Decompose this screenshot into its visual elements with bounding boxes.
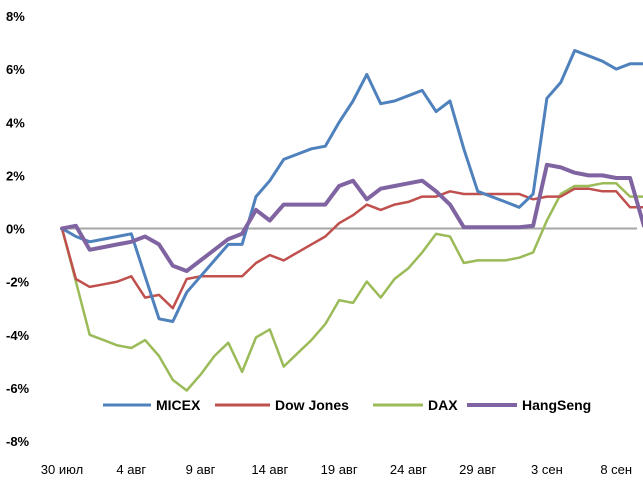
y-tick-label: -8% [6, 434, 30, 449]
x-tick-label: 8 сен [600, 462, 632, 477]
y-tick-label: 2% [6, 168, 25, 183]
x-tick-label: 30 июл [41, 462, 83, 477]
y-axis: 8% 6% 4% 2% 0% -2% -4% -6% -8% [6, 9, 30, 449]
series-line-dow-jones [60, 187, 643, 310]
y-tick-label: 8% [6, 9, 25, 24]
y-tick-label: 0% [6, 222, 25, 237]
legend-label-dax: DAX [428, 397, 458, 413]
series-line-hangseng [60, 162, 643, 273]
series-lines [60, 49, 643, 392]
y-tick-label: 6% [6, 62, 25, 77]
y-tick-label: 4% [6, 115, 25, 130]
x-tick-label: 14 авг [251, 462, 288, 477]
x-tick-label: 19 авг [321, 462, 358, 477]
series-line-micex [60, 49, 643, 323]
x-axis: 30 июл 4 авг 9 авг 14 авг 19 авг 24 авг 29 авг… [41, 462, 632, 477]
y-tick-label: -6% [6, 381, 30, 396]
x-tick-label: 9 авг [186, 462, 216, 477]
x-tick-label: 24 авг [390, 462, 427, 477]
x-tick-label: 3 сен [531, 462, 563, 477]
legend-label-hangseng: HangSeng [522, 397, 591, 413]
legend-label-micex: MICEX [156, 397, 201, 413]
legend: MICEX Dow Jones DAX HangSeng [103, 397, 591, 413]
y-tick-label: -2% [6, 275, 30, 290]
x-tick-label: 29 авг [459, 462, 496, 477]
series-line-dax [60, 182, 643, 392]
y-tick-label: -4% [6, 328, 30, 343]
legend-label-dow-jones: Dow Jones [275, 397, 349, 413]
x-tick-label: 4 авг [116, 462, 146, 477]
